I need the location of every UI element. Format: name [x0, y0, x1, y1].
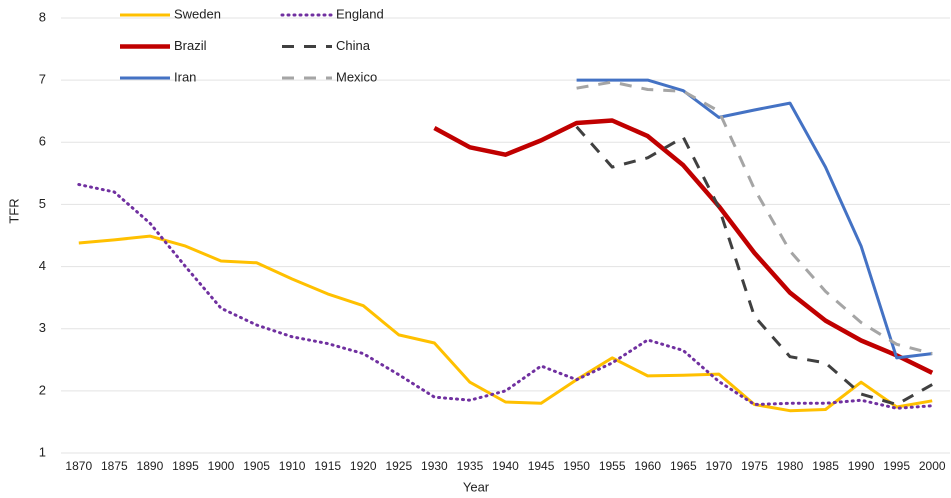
x-tick-label: 1950	[563, 459, 590, 473]
legend-label: China	[336, 38, 371, 53]
x-tick-label: 1945	[528, 459, 555, 473]
x-tick-label: 1940	[492, 459, 519, 473]
x-tick-label: 1930	[421, 459, 448, 473]
x-tick-label: 1920	[350, 459, 377, 473]
x-tick-label: 1925	[385, 459, 412, 473]
legend-label: Brazil	[174, 38, 207, 53]
x-tick-label: 1975	[741, 459, 768, 473]
x-tick-label: 1960	[634, 459, 661, 473]
series-line	[575, 125, 933, 406]
y-tick-label: 4	[39, 258, 46, 273]
x-tick-label: 2000	[919, 459, 946, 473]
x-tick-label: 1985	[812, 459, 839, 473]
legend-label: Iran	[174, 69, 196, 84]
y-axis-label: TFR	[6, 198, 21, 223]
x-tick-label: 1980	[777, 459, 804, 473]
x-tick-label: 1895	[172, 459, 199, 473]
series-line	[576, 78, 933, 360]
x-tick-label: 1910	[279, 459, 306, 473]
x-tick-label: 1955	[599, 459, 626, 473]
series-line	[78, 234, 933, 413]
y-tick-label: 8	[39, 9, 46, 24]
series-line	[433, 118, 934, 375]
x-tick-label: 1990	[848, 459, 875, 473]
legend-label: Mexico	[336, 69, 377, 84]
y-tick-label: 1	[39, 444, 46, 459]
y-tick-label: 6	[39, 134, 46, 149]
legend-label: Sweden	[174, 6, 221, 21]
x-tick-label: 1995	[883, 459, 910, 473]
x-tick-label: 1870	[65, 459, 92, 473]
y-tick-label: 3	[39, 320, 46, 335]
x-tick-label: 1965	[670, 459, 697, 473]
x-axis-label: Year	[463, 479, 490, 494]
series-line	[576, 80, 933, 356]
x-tick-label: 1905	[243, 459, 270, 473]
x-tick-label: 1970	[706, 459, 733, 473]
x-tick-label: 1890	[137, 459, 164, 473]
x-tick-label: 1915	[314, 459, 341, 473]
x-tick-label: 1900	[208, 459, 235, 473]
y-tick-label: 7	[39, 72, 46, 87]
legend-label: England	[336, 6, 384, 21]
x-tick-label: 1875	[101, 459, 128, 473]
x-tick-label: 1935	[457, 459, 484, 473]
y-tick-label: 2	[39, 382, 46, 397]
series-line	[77, 183, 934, 410]
y-tick-label: 5	[39, 196, 46, 211]
